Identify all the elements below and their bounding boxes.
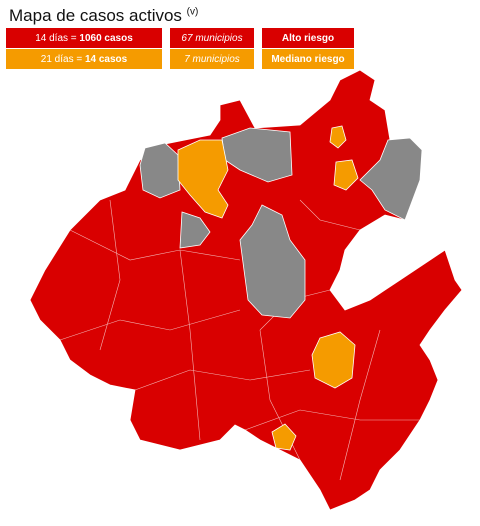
legend-risk: Alto riesgo: [262, 28, 354, 48]
legend-days: 14 días =: [35, 32, 77, 44]
title: Mapa de casos activos (v): [9, 6, 198, 26]
legend-risk: Mediano riesgo: [262, 49, 354, 69]
legend-cases: 21 días = 14 casos: [6, 49, 162, 69]
title-note: (v): [186, 6, 199, 18]
legend-days: 21 días =: [40, 53, 83, 65]
legend-cases: 14 días = 1060 casos: [6, 28, 162, 48]
no-risk-areas: [139, 127, 423, 319]
legend-count: 14 casos: [84, 53, 128, 65]
legend-municipalities: 67 municipios: [170, 28, 254, 48]
legend-municipalities: 7 municipios: [170, 49, 254, 69]
legend-count: 1060 casos: [79, 32, 133, 44]
title-text: Mapa de casos activos: [9, 6, 182, 25]
medium-risk-areas: [177, 125, 359, 451]
